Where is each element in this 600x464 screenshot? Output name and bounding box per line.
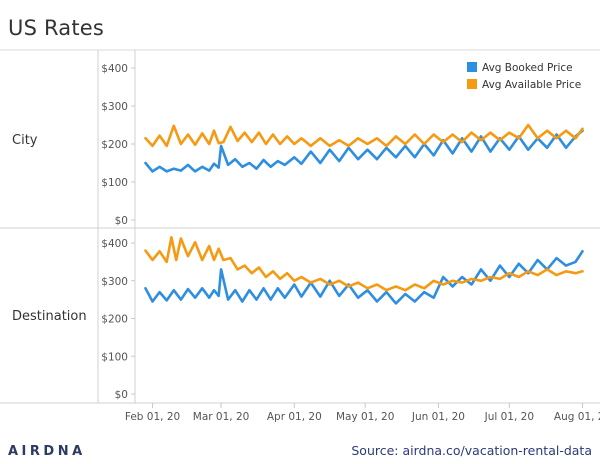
legend-label-available: Avg Available Price [482,79,581,91]
legend-swatch-booked [467,62,477,72]
x-tick-label: Aug 01, 20 [554,411,600,423]
series-line-booked-destination [144,250,584,305]
x-tick-label: Feb 01, 20 [125,411,180,423]
y-tick-label: $100 [101,177,128,189]
x-tick-label: Mar 01, 20 [193,411,250,423]
y-tick-label: $200 [101,314,128,326]
legend-swatch-available [467,79,477,89]
y-tick-label: $400 [101,238,128,250]
y-tick-label: $100 [101,351,128,363]
series-line-available-destination [144,236,584,292]
x-tick-label: Apr 01, 20 [267,411,322,423]
y-tick-label: $300 [101,276,128,288]
x-tick-label: Jul 01, 20 [484,411,534,423]
page-title: US Rates [8,16,105,40]
y-tick-label: $0 [115,215,128,227]
source-link[interactable]: Source: airdna.co/vacation-rental-data [351,443,592,458]
panel-label-city: City [12,133,38,148]
y-tick-label: $300 [101,101,128,113]
legend: Avg Booked Price Avg Available Price [467,62,581,91]
panel-label-destination: Destination [12,309,87,324]
rates-chart: City Destination $400 $300 $200 $100 $0 $400 $3… [0,49,600,423]
x-tick-label: May 01, 20 [336,411,394,423]
y-tick-label: $400 [101,63,128,75]
series-line-available-city [144,123,584,148]
x-tick-label: Jun 01, 20 [411,411,465,423]
y-tick-label: $0 [115,389,128,401]
y-tick-label: $200 [101,139,128,151]
legend-label-booked: Avg Booked Price [482,62,573,74]
airdna-logo: AIRDNA [8,444,86,459]
